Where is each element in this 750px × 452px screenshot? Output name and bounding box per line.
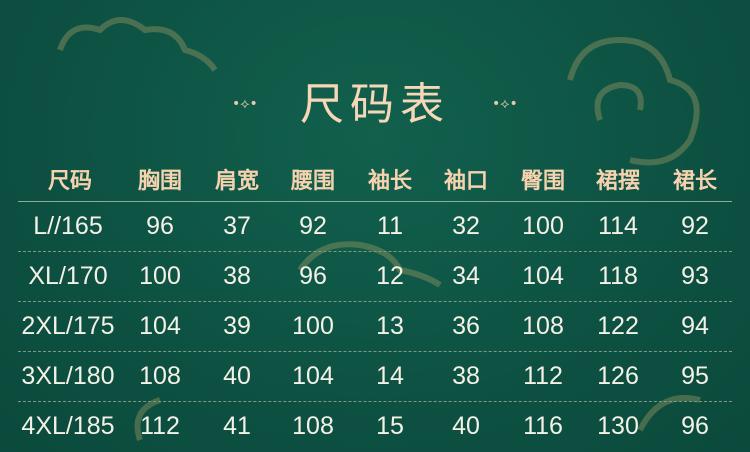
table-cell: 34 (452, 262, 480, 290)
column-header: 裙长 (672, 169, 717, 194)
table-cell: 39 (223, 312, 251, 340)
size-label-cell: XL/170 (28, 262, 108, 290)
size-label-cell: 2XL/175 (21, 312, 115, 340)
table-cell: 15 (376, 412, 404, 440)
table-cell: 37 (223, 212, 251, 240)
table-cell: 126 (597, 362, 639, 390)
column-header: 裙摆 (595, 169, 640, 194)
ornament-right-icon: •⟡• (492, 96, 518, 112)
table-cell: 108 (292, 412, 334, 440)
column-header: 腰围 (290, 169, 335, 194)
column-header: 袖长 (367, 169, 412, 194)
column-header: 尺码 (47, 169, 92, 194)
table-cell: 32 (452, 212, 480, 240)
size-label-cell: 3XL/180 (21, 362, 115, 390)
table-cell: 108 (139, 362, 181, 390)
header-divider (18, 201, 732, 202)
table-cell: 94 (681, 312, 709, 340)
column-header: 袖口 (443, 169, 488, 194)
table-cell: 100 (292, 312, 334, 340)
column-header: 胸围 (137, 169, 182, 194)
table-cell: 11 (377, 212, 403, 240)
column-header: 臀围 (520, 169, 565, 194)
column-header: 肩宽 (214, 169, 259, 194)
table-cell: 13 (376, 312, 404, 340)
table-cell: 92 (681, 212, 709, 240)
table-cell: 41 (223, 412, 251, 440)
table-cell: 40 (223, 362, 251, 390)
size-label-cell: 4XL/185 (21, 412, 115, 440)
row-divider (18, 351, 732, 352)
table-cell: 112 (140, 412, 180, 440)
table-cell: 40 (452, 412, 480, 440)
row-divider (18, 401, 732, 402)
table-cell: 112 (523, 362, 563, 390)
table-cell: 130 (597, 412, 639, 440)
table-cell: 12 (376, 262, 404, 290)
table-cell: 36 (452, 312, 480, 340)
table-cell: 93 (681, 262, 709, 290)
table-cell: 116 (523, 412, 563, 440)
table-cell: 96 (146, 212, 174, 240)
table-cell: 96 (299, 262, 327, 290)
table-cell: 108 (522, 312, 564, 340)
table-cell: 92 (299, 212, 327, 240)
table-cell: 100 (522, 212, 564, 240)
ornament-left-icon: •⟡• (232, 96, 258, 112)
table-cell: 122 (597, 312, 639, 340)
row-divider (18, 301, 732, 302)
table-cell: 95 (681, 362, 709, 390)
row-divider (18, 251, 732, 252)
table-cell: 38 (452, 362, 480, 390)
table-cell: 14 (376, 362, 404, 390)
page-title: 尺码表 (300, 79, 450, 130)
table-cell: 104 (292, 362, 334, 390)
table-cell: 38 (223, 262, 251, 290)
size-label-cell: L//165 (33, 212, 103, 240)
table-cell: 100 (139, 262, 181, 290)
table-cell: 114 (598, 212, 638, 240)
table-cell: 96 (681, 412, 709, 440)
table-cell: 118 (598, 262, 638, 290)
table-cell: 104 (139, 312, 181, 340)
table-cell: 104 (522, 262, 564, 290)
